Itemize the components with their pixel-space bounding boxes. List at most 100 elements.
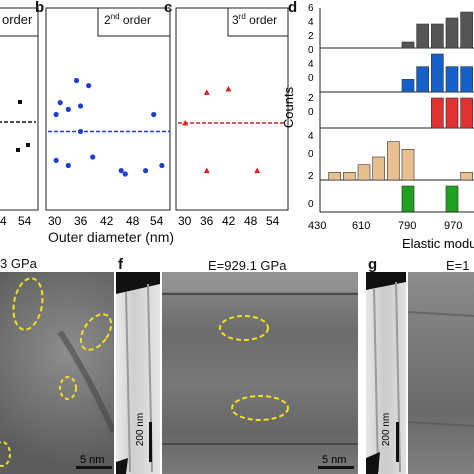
tem-g-inset: 200 nm bbox=[366, 272, 406, 474]
panel-b-ticks: 30 36 42 48 54 bbox=[48, 214, 172, 230]
panel-b-point bbox=[57, 100, 63, 106]
panel-b-point bbox=[151, 111, 157, 118]
panel-b-point bbox=[118, 168, 124, 174]
tem-f-title: E=929.1 GPa bbox=[208, 258, 287, 273]
panel-b-point bbox=[53, 157, 59, 163]
defect-outline bbox=[79, 313, 113, 351]
scale-bar-vertical bbox=[396, 422, 399, 462]
panel-c-tick: 54 bbox=[266, 214, 280, 228]
panel-c-ticks: 30 36 42 48 54 bbox=[178, 214, 290, 230]
panel-c-header-box bbox=[227, 7, 289, 37]
panel-b-letter: b bbox=[35, 0, 45, 16]
panel-d-ytick: 0 bbox=[308, 107, 314, 118]
tem-image-g bbox=[408, 272, 474, 474]
panel-d-bar bbox=[343, 172, 356, 181]
panel-d-bar bbox=[460, 66, 473, 93]
panel-b-point bbox=[77, 103, 84, 109]
panel-d-bar bbox=[401, 79, 415, 93]
panel-c-point bbox=[225, 86, 232, 92]
panel-d-bar bbox=[328, 172, 341, 181]
panel-a-point bbox=[16, 148, 20, 152]
panel-d-ytick: 0 bbox=[308, 199, 314, 210]
tem-image-f-overlay bbox=[162, 272, 358, 469]
panel-d-bar bbox=[460, 97, 473, 129]
panel-b-tick: 54 bbox=[150, 214, 164, 228]
panel-b-tick: 30 bbox=[48, 214, 62, 228]
panel-d-bar bbox=[401, 41, 415, 49]
panel-a-point bbox=[26, 143, 30, 147]
panel-g-letter: g bbox=[368, 256, 378, 273]
panel-d-bar bbox=[416, 66, 429, 93]
panel-b-point bbox=[90, 154, 96, 160]
panel-d-xtick: 970 bbox=[444, 220, 463, 232]
panel-b-tick: 48 bbox=[126, 214, 140, 228]
panel-d-bar bbox=[401, 149, 415, 181]
defect-outline bbox=[219, 315, 269, 341]
panel-b-point bbox=[53, 111, 59, 118]
tem-e-scale-label: 5 nm bbox=[80, 454, 105, 466]
panel-a-tick: 54 bbox=[18, 214, 32, 228]
panel-c-point bbox=[254, 167, 261, 174]
panel-c-tick: 48 bbox=[244, 214, 258, 228]
panel-d-xlabel: Elastic modu bbox=[402, 236, 474, 251]
panel-a-point bbox=[18, 100, 22, 104]
panel-b-point bbox=[159, 162, 165, 169]
panel-c-order-label: 3rd order bbox=[232, 12, 278, 27]
scale-bar bbox=[318, 466, 354, 469]
tem-f-inset-overlay bbox=[116, 272, 160, 474]
panel-d-bar bbox=[460, 172, 473, 181]
panel-d-xtick: 790 bbox=[398, 220, 417, 232]
panel-a-header-box bbox=[0, 7, 39, 37]
panel-a-tick: 4 bbox=[0, 214, 7, 228]
panel-d-bar bbox=[431, 53, 444, 93]
panel-d-letter: d bbox=[288, 0, 298, 16]
panel-b-tick: 42 bbox=[100, 214, 114, 228]
plots-top-row bbox=[0, 7, 474, 213]
defect-outline bbox=[12, 277, 44, 331]
panel-d-bar bbox=[387, 141, 400, 181]
panel-d-bar bbox=[416, 23, 429, 49]
panel-d-bar bbox=[372, 156, 385, 181]
tem-g-inset-overlay bbox=[366, 272, 406, 474]
panel-d-bar bbox=[357, 164, 371, 181]
panel-d-xtick: 610 bbox=[352, 220, 371, 232]
panel-d-ytick: 4 bbox=[308, 17, 314, 28]
tem-image-e: 5 nm bbox=[0, 272, 114, 474]
panel-d-ytick: 2 bbox=[308, 171, 314, 182]
panel-d-bar bbox=[460, 11, 473, 49]
panel-b-point bbox=[122, 171, 128, 177]
panel-d-bar bbox=[445, 185, 459, 213]
panel-d-ytick: 6 bbox=[308, 3, 314, 14]
tem-image-g-overlay bbox=[408, 311, 474, 427]
defect-outline bbox=[59, 376, 77, 400]
panel-b-point bbox=[65, 162, 71, 169]
tem-f-scale-label: 5 nm bbox=[322, 454, 347, 466]
panel-d-ytick: 4 bbox=[308, 59, 314, 70]
panel-d-bar bbox=[445, 66, 459, 93]
panel-d-ytick: 2 bbox=[308, 93, 314, 104]
panel-b-header-box bbox=[97, 7, 171, 37]
tem-f-vertical-scale: 200 nm bbox=[135, 412, 147, 447]
panel-d-ytick: 0 bbox=[308, 73, 314, 84]
tem-image-e-overlay bbox=[0, 277, 114, 469]
panel-b-order-label: 2nd order bbox=[104, 12, 151, 27]
panel-c-point bbox=[203, 89, 210, 95]
panel-c-letter: c bbox=[164, 0, 173, 16]
scale-bar bbox=[76, 466, 112, 469]
panel-a-order-label: order bbox=[2, 12, 33, 27]
tem-image-f: 5 nm bbox=[162, 272, 358, 474]
defect-outline bbox=[231, 395, 289, 421]
panel-b-point bbox=[77, 128, 84, 135]
tem-g-vertical-scale: 200 nm bbox=[381, 412, 393, 447]
panel-c-point bbox=[203, 167, 210, 174]
scale-bar-vertical bbox=[149, 422, 152, 462]
panel-d-ytick: 2 bbox=[308, 31, 314, 42]
panel-c-points bbox=[178, 86, 286, 174]
panel-a bbox=[0, 7, 39, 211]
panel-b-point bbox=[65, 106, 71, 112]
tem-f-inset: 200 nm bbox=[116, 272, 160, 474]
panel-c-tick: 36 bbox=[200, 214, 214, 228]
panel-d-bar bbox=[431, 97, 444, 129]
panel-c-tick: 30 bbox=[178, 214, 192, 228]
panel-c-tick: 42 bbox=[222, 214, 236, 228]
